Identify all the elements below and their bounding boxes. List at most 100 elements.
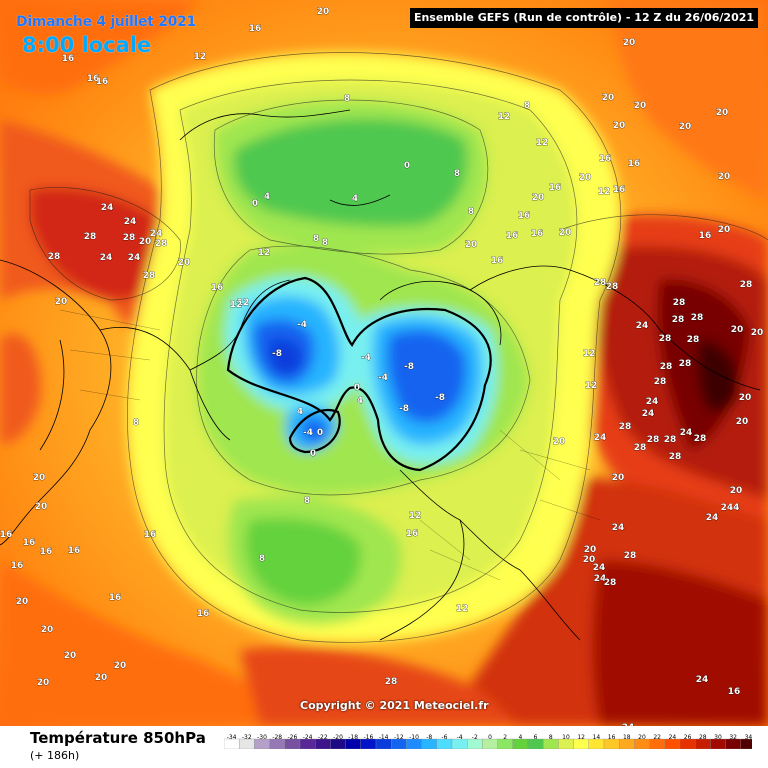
contour-label: 28 (619, 422, 632, 432)
contour-label: 20 (679, 122, 692, 132)
contour-label: 24 (680, 428, 693, 438)
contour-label: 20 (612, 473, 625, 483)
zero-isotherm (226, 276, 492, 472)
contour-label: 20 (35, 502, 48, 512)
contour-label: 8 (304, 496, 310, 506)
contour-label: 20 (532, 193, 545, 203)
legend-tick-label: 16 (607, 734, 616, 741)
legend-tick-label: -6 (441, 734, 448, 741)
contour-label: 16 (68, 546, 81, 556)
legend-tick-label: 20 (638, 734, 646, 741)
contour-label: 12 (456, 604, 469, 614)
coastlines (0, 109, 761, 641)
legend-tick-label: 14 (592, 734, 601, 741)
contour-label: 4 (264, 192, 270, 202)
contour-label: 16 (96, 77, 109, 87)
contour-label: 24 (646, 397, 659, 407)
contour-label: 20 (736, 417, 749, 427)
contour-label: 16 (699, 231, 712, 241)
contour-label: 28 (143, 271, 156, 281)
contour-label: -8 (272, 349, 282, 359)
legend-tick-label: -14 (378, 734, 389, 741)
contour-label: 28 (659, 334, 672, 344)
legend-tick-label: 4 (518, 734, 523, 741)
contour-label: 28 (664, 435, 677, 445)
contour-label: 20 (317, 7, 330, 17)
contour-label: 0 (310, 449, 316, 459)
contour-label: 20 (613, 121, 626, 131)
contour-label: 28 (155, 239, 168, 249)
contour-label: 20 (716, 108, 729, 118)
legend-tick-label: -24 (302, 734, 313, 741)
contour-label: 16 (506, 231, 519, 241)
contour-label: 20 (579, 173, 592, 183)
contour-label: 16 (549, 183, 562, 193)
model-run-banner: Ensemble GEFS (Run de contrôle) - 12 Z d… (410, 8, 758, 28)
contour-label: 28 (740, 280, 753, 290)
contour-label: 28 (606, 282, 619, 292)
legend-tick-label: 12 (577, 734, 586, 741)
contour-label: 8 (259, 554, 265, 564)
legend-tick-label: -20 (333, 734, 343, 741)
contour-label: 8 (454, 169, 460, 179)
contour-label: 12 (194, 52, 207, 62)
contour-label: -8 (404, 362, 414, 372)
contour-label: 24 (642, 409, 655, 419)
contour-label: 16 (40, 547, 53, 557)
contour-label: 20 (739, 393, 752, 403)
contour-label: 0 (317, 428, 323, 438)
legend-tick-label: 10 (562, 734, 570, 741)
contour-label: 12 (258, 248, 271, 258)
contour-label: 16 (406, 529, 419, 539)
legend-swatch (740, 738, 752, 749)
contour-label: 16 (491, 256, 504, 266)
contour-label: 20 (634, 101, 647, 111)
contour-label: 20 (731, 325, 744, 335)
legend-tick-label: 8 (548, 734, 553, 741)
contour-label: 16 (109, 593, 122, 603)
contour-label: 28 (672, 315, 685, 325)
copyright-notice: Copyright © 2021 Meteociel.fr (300, 699, 489, 712)
contour-label: 24 (612, 523, 625, 533)
contour-label: 28 (669, 452, 682, 462)
contour-label: 16 (613, 185, 626, 195)
legend-tick-label: -34 (226, 734, 237, 741)
legend-tick-label: -8 (426, 734, 433, 741)
contour-label: 28 (654, 377, 667, 387)
contour-label: 20 (139, 237, 152, 247)
legend-tick-label: 32 (729, 734, 738, 741)
contour-label: 28 (673, 298, 686, 308)
contour-label: 20 (16, 597, 29, 607)
contour-label: 0 (252, 199, 258, 209)
legend-tick-label: 0 (488, 734, 492, 741)
contour-label: 24 (124, 217, 137, 227)
contour-label: 24 (150, 229, 163, 239)
contour-label: 12 (237, 298, 250, 308)
contour-label: 20 (55, 297, 68, 307)
contour-label: -4 (303, 428, 313, 438)
contour-label: 28 (385, 677, 398, 687)
contour-label: 28 (634, 443, 647, 453)
contour-label: 20 (465, 240, 478, 250)
contour-label: 8 (133, 418, 139, 428)
contour-label: 28 (594, 278, 607, 288)
contour-label: 28 (660, 362, 673, 372)
contour-label: 4 (357, 396, 363, 406)
legend-tick-label: 6 (533, 734, 538, 741)
legend-tick-label: 28 (698, 734, 707, 741)
isotherm-lines (29, 52, 768, 643)
contour-label: 16 (531, 229, 544, 239)
legend-tick-label: -32 (241, 734, 252, 741)
forecast-date: Dimanche 4 juillet 2021 (16, 14, 196, 30)
contour-label: 24 (593, 563, 606, 573)
contour-label: 4 (297, 407, 303, 417)
contour-label-layer: 16 20 12 16 16 16 8 20 8 12 20 20 20 20 12 16 16 0 8 20 20 16… (0, 7, 764, 726)
contour-label: 20 (37, 678, 50, 688)
contour-label: 24 (594, 433, 607, 443)
contour-label: 20 (751, 328, 764, 338)
contour-label: 28 (123, 233, 136, 243)
contour-label: 20 (583, 555, 596, 565)
legend-tick-label: -22 (317, 734, 328, 741)
contour-label: -4 (361, 353, 371, 363)
contour-label: 16 (11, 561, 24, 571)
